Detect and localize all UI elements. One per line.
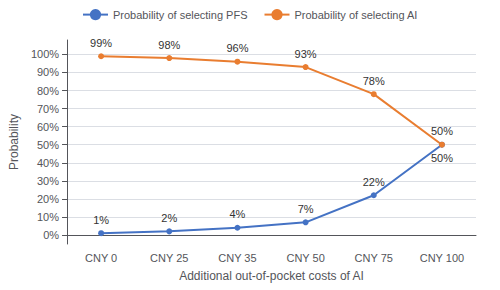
svg-text:CNY 35: CNY 35 — [218, 252, 256, 264]
svg-text:93%: 93% — [295, 48, 317, 60]
svg-text:CNY 25: CNY 25 — [150, 252, 188, 264]
svg-text:80%: 80% — [37, 85, 59, 97]
svg-text:10%: 10% — [37, 211, 59, 223]
svg-text:50%: 50% — [431, 152, 453, 164]
svg-text:CNY 50: CNY 50 — [286, 252, 324, 264]
svg-text:100%: 100% — [31, 48, 59, 60]
svg-text:99%: 99% — [90, 37, 112, 49]
svg-text:22%: 22% — [363, 176, 385, 188]
svg-text:60%: 60% — [37, 121, 59, 133]
svg-text:Additional out-of-pocket costs: Additional out-of-pocket costs of AI — [179, 269, 364, 283]
svg-text:CNY 0: CNY 0 — [85, 252, 117, 264]
svg-text:96%: 96% — [226, 42, 248, 54]
svg-text:78%: 78% — [363, 75, 385, 87]
svg-text:90%: 90% — [37, 66, 59, 78]
svg-text:CNY 75: CNY 75 — [355, 252, 393, 264]
svg-text:4%: 4% — [229, 208, 245, 220]
svg-text:98%: 98% — [158, 39, 180, 51]
svg-text:0%: 0% — [43, 229, 59, 241]
svg-text:7%: 7% — [298, 203, 314, 215]
svg-text:70%: 70% — [37, 103, 59, 115]
svg-text:Probability of selecting AI: Probability of selecting AI — [295, 9, 418, 21]
svg-text:30%: 30% — [37, 175, 59, 187]
svg-text:Probability: Probability — [7, 114, 21, 170]
svg-text:2%: 2% — [161, 212, 177, 224]
svg-text:20%: 20% — [37, 193, 59, 205]
svg-text:Probability of selecting PFS: Probability of selecting PFS — [113, 9, 248, 21]
svg-text:40%: 40% — [37, 157, 59, 169]
svg-text:50%: 50% — [431, 125, 453, 137]
svg-text:CNY 100: CNY 100 — [420, 252, 464, 264]
svg-text:50%: 50% — [37, 139, 59, 151]
svg-text:1%: 1% — [93, 214, 109, 226]
